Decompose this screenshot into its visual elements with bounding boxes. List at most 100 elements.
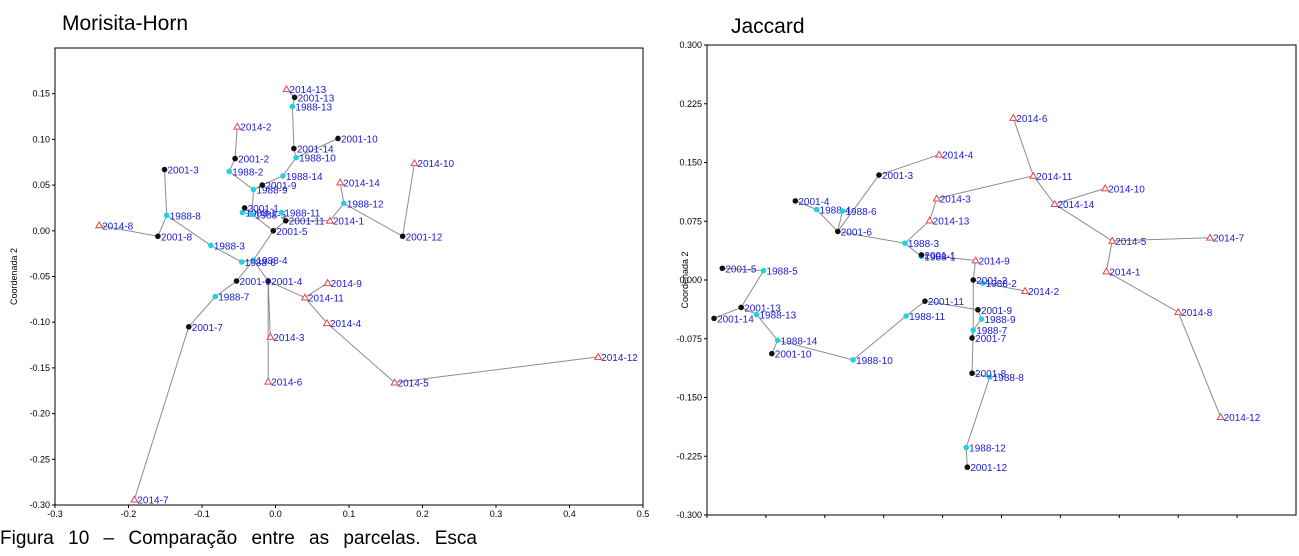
point-marker-2014 — [1050, 199, 1059, 207]
point-label: 1988-10 — [856, 356, 893, 367]
x-tick-label: -0.1 — [194, 509, 210, 519]
y-tick-label: -0.150 — [676, 393, 702, 403]
point-label: 1988-2 — [986, 279, 1018, 290]
point-label: 2014-6 — [1016, 114, 1048, 125]
point-label: 1988-11 — [909, 312, 945, 323]
point-label: 1988-5 — [255, 210, 287, 221]
tree-edge — [1177, 311, 1222, 418]
point-marker-1988 — [753, 311, 760, 318]
tree-edge — [837, 210, 843, 232]
point-label: 2001-13 — [298, 93, 335, 104]
point-label: 2001-2 — [976, 276, 1008, 287]
point-marker-2001 — [161, 166, 168, 173]
y-tick-label: -0.225 — [676, 451, 702, 461]
point-label: 2014-13 — [933, 216, 970, 227]
point-marker-2001 — [964, 464, 971, 471]
y-axis-label: Coordenada 2 — [680, 251, 690, 308]
point-marker-1988 — [979, 280, 986, 286]
point-label: 2001-11 — [289, 217, 325, 228]
x-tick-label: 0.25 — [1228, 519, 1246, 520]
point-label: 2014-13 — [290, 85, 327, 96]
point-label: 2014-1 — [333, 217, 365, 228]
point-label: 1988-11 — [284, 209, 320, 220]
point-label: 2001-13 — [744, 303, 781, 314]
tree-edge — [929, 198, 938, 221]
point-label: 2014-7 — [1213, 234, 1245, 245]
point-label: 1988-6 — [245, 258, 277, 269]
y-tick-label: 0.000 — [679, 275, 702, 285]
tree-edge — [904, 220, 930, 244]
tree-edge — [837, 174, 880, 232]
point-marker-1988 — [839, 208, 846, 214]
point-label: 2014-11 — [1036, 172, 1072, 183]
point-label: 1988-1 — [245, 209, 277, 220]
point-label: 2014-14 — [1058, 200, 1095, 211]
point-marker-2014 — [1108, 236, 1117, 244]
point-marker-1988 — [238, 259, 245, 265]
point-label: 2001-6 — [841, 227, 873, 238]
point-label: 1988-4 — [820, 206, 852, 217]
point-label: 2014-5 — [398, 379, 430, 390]
point-marker-1988 — [850, 357, 856, 363]
tree-edge — [878, 154, 940, 176]
point-marker-2014 — [130, 495, 139, 503]
point-marker-2001 — [918, 252, 925, 258]
point-marker-2014 — [263, 377, 273, 385]
tree-edge — [282, 157, 297, 177]
x-tick-label: 0.20 — [1169, 519, 1187, 520]
point-label: 2014-2 — [240, 123, 272, 134]
point-marker-1988 — [212, 293, 219, 300]
point-marker-1988 — [978, 316, 985, 322]
point-marker-2001 — [834, 228, 841, 235]
point-marker-2014 — [282, 84, 291, 93]
point-marker-1988 — [813, 206, 820, 213]
y-tick-label: -0.30 — [29, 500, 50, 510]
point-marker-1988 — [986, 374, 993, 380]
point-marker-1988 — [293, 154, 299, 161]
x-tick-label: -0.10 — [815, 519, 836, 520]
tree-edge — [795, 200, 817, 210]
y-tick-label: -0.10 — [29, 317, 50, 327]
tree-edge — [1112, 237, 1211, 242]
tree-edge — [971, 372, 990, 378]
y-tick-label: 0.15 — [32, 89, 50, 99]
x-tick-label: 0.4 — [563, 509, 576, 519]
point-label: 1988-12 — [347, 199, 384, 210]
y-tick-label: -0.05 — [29, 272, 50, 282]
point-label: 2014-10 — [417, 159, 454, 170]
y-tick-label: 0.225 — [679, 99, 702, 109]
x-tick-label: -0.15 — [756, 519, 777, 520]
point-marker-2014 — [390, 378, 399, 386]
point-label: 2001-1 — [924, 251, 956, 262]
point-label: 1988-9 — [984, 315, 1016, 326]
tree-edge — [965, 447, 968, 468]
x-tick-label: 0.2 — [416, 509, 429, 519]
point-marker-2001 — [291, 145, 297, 152]
point-label: 2001-8 — [161, 232, 193, 243]
point-marker-2001 — [969, 370, 975, 377]
tree-edge — [740, 270, 764, 308]
point-label: 1988-9 — [256, 186, 288, 197]
y-tick-label: 0.00 — [32, 226, 50, 236]
point-label: 2001-5 — [276, 227, 308, 238]
point-label: 1988-5 — [767, 267, 799, 278]
x-tick-label: 0.5 — [637, 509, 650, 519]
point-label: 2001-4 — [271, 277, 303, 288]
point-marker-2014 — [594, 352, 603, 360]
point-label: 1988-3 — [214, 241, 246, 252]
tree-edge — [905, 300, 926, 317]
tree-edge — [188, 296, 216, 328]
point-marker-2001 — [738, 304, 744, 311]
point-marker-2001 — [232, 155, 238, 162]
point-marker-2014 — [94, 221, 104, 229]
point-marker-2014 — [233, 122, 242, 130]
tree-edge — [1032, 175, 1055, 205]
y-axis-label: Coordenada 2 — [9, 248, 19, 305]
x-tick-label: 0.3 — [490, 509, 503, 519]
point-marker-2014 — [932, 194, 941, 202]
tree-edge — [262, 175, 284, 186]
tree-edge — [713, 306, 742, 319]
point-marker-2001 — [876, 172, 882, 178]
point-label: 2001-3 — [882, 171, 914, 182]
point-label: 2001-7 — [975, 334, 1007, 345]
